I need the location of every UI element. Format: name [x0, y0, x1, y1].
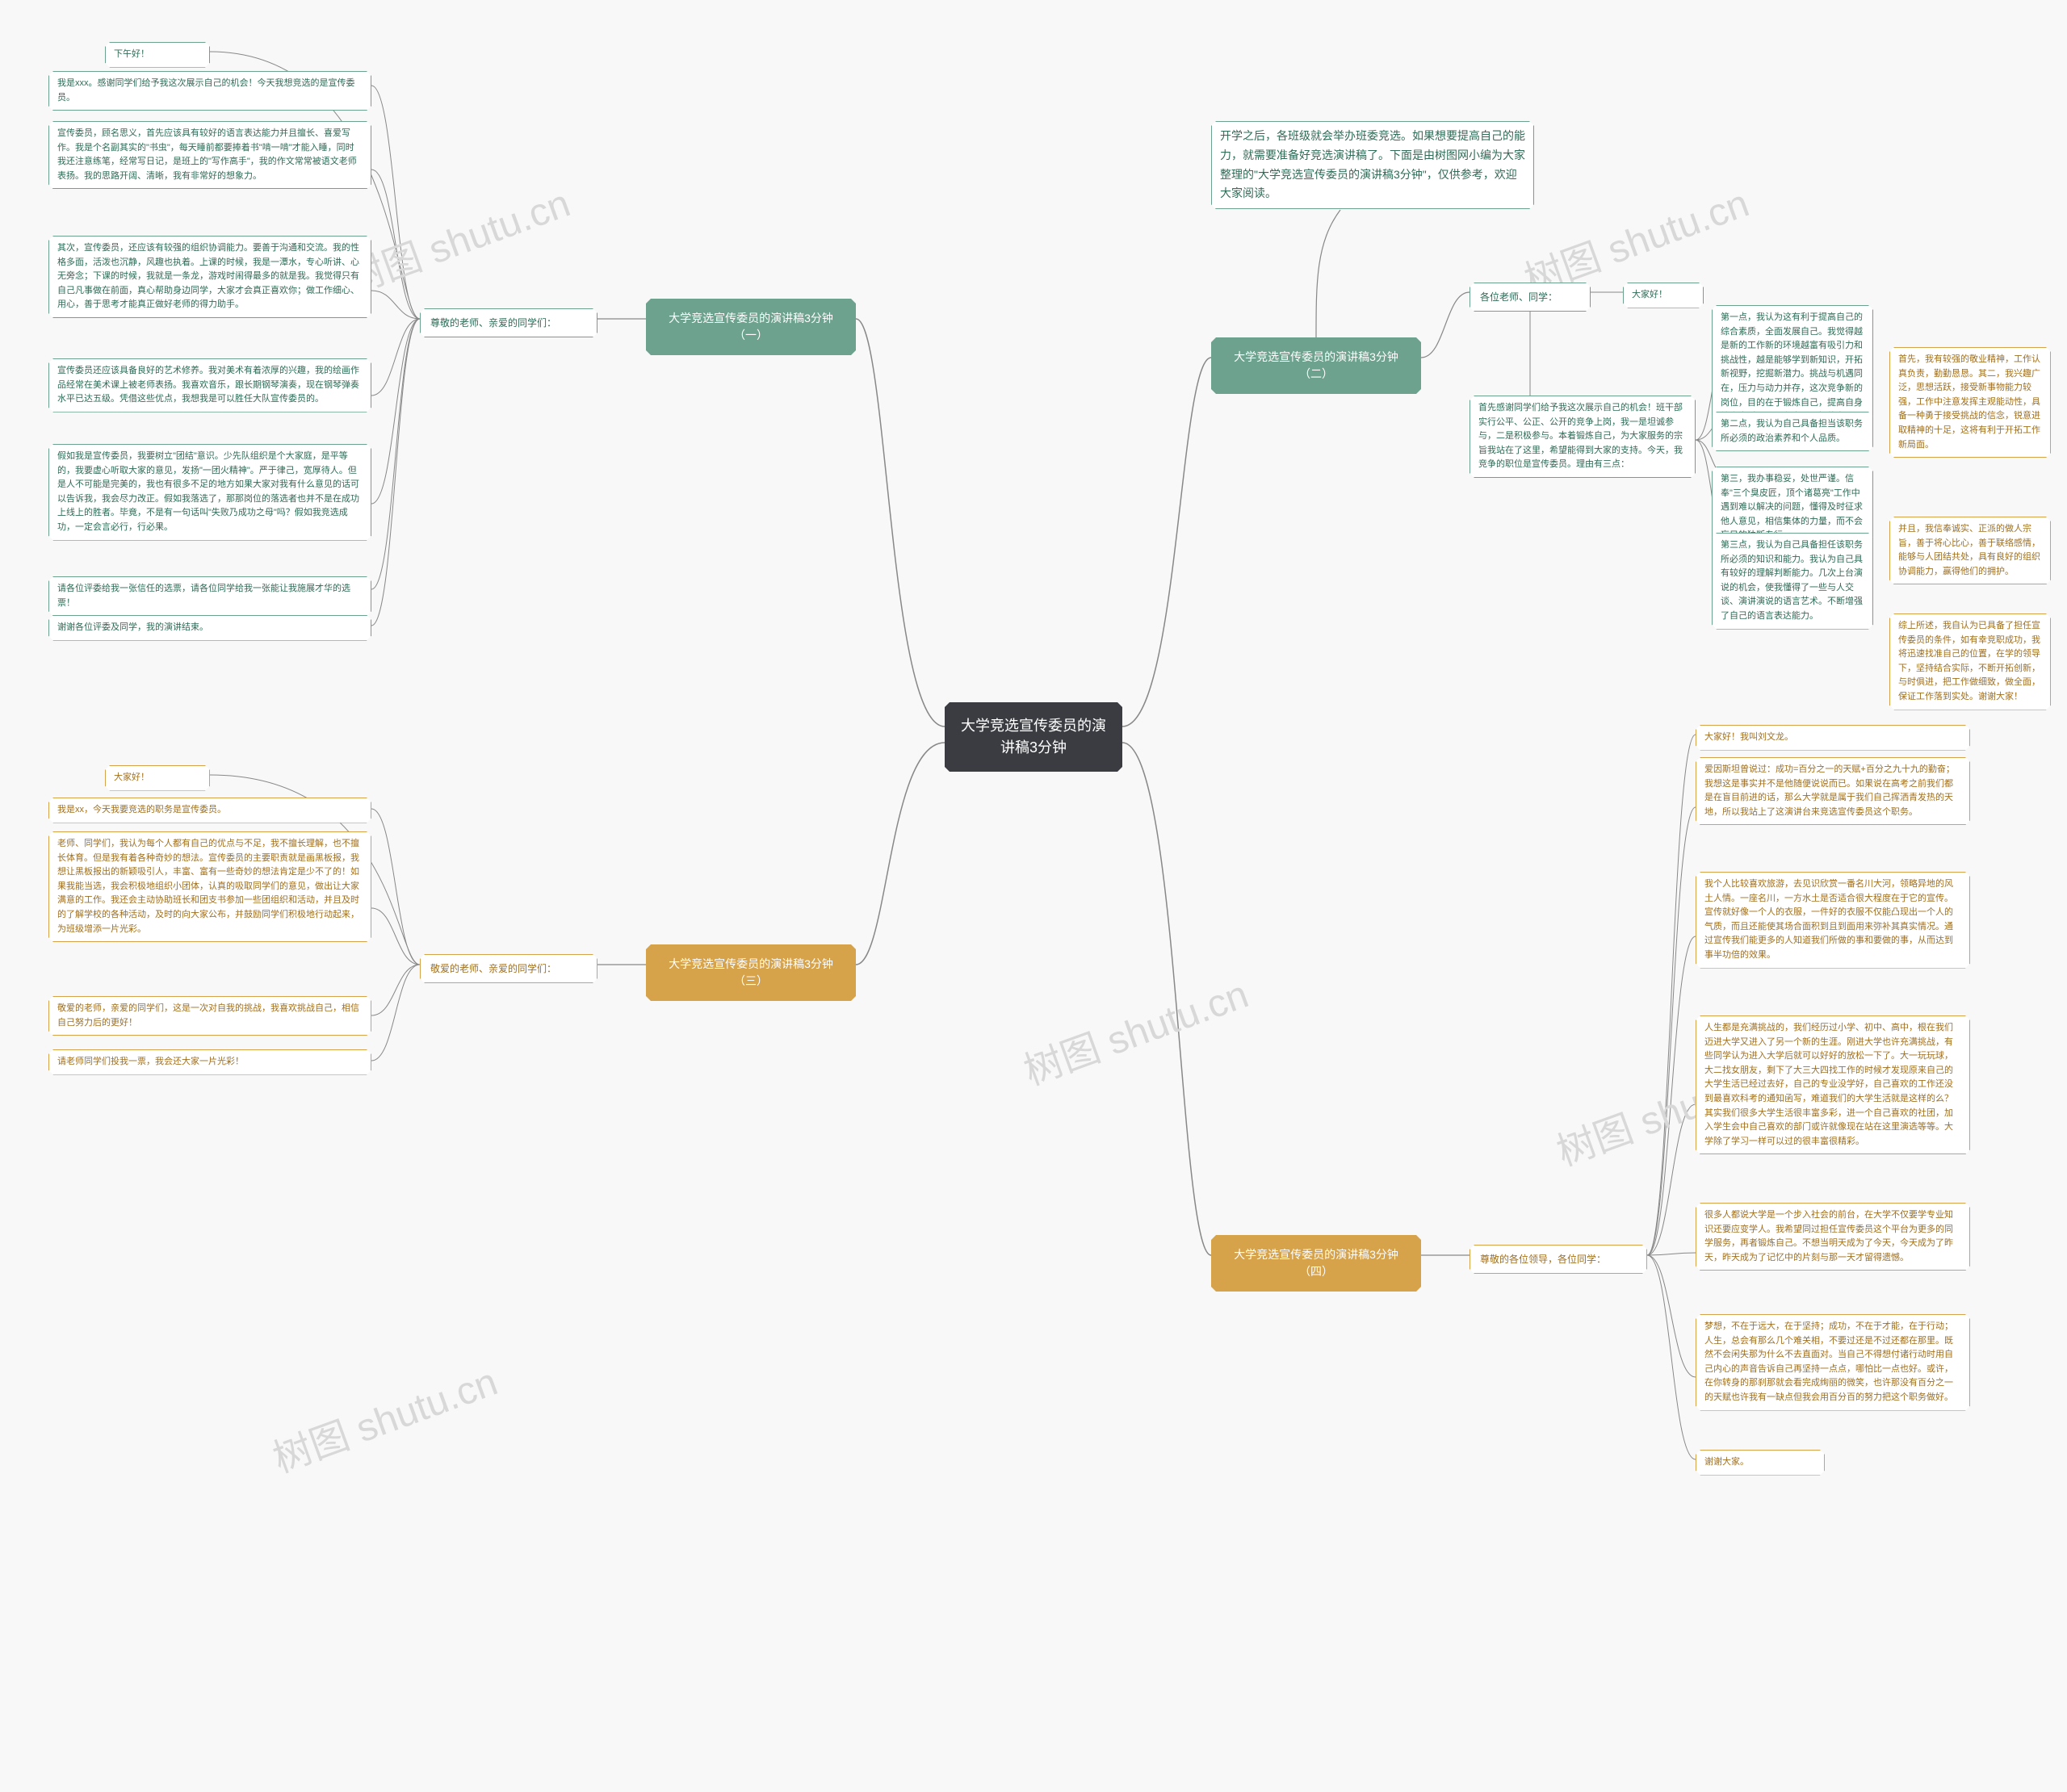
leaf-b4-0: 大家好！我叫刘文龙。 [1696, 725, 1970, 751]
leaf-b1-0: 下午好！ [105, 42, 210, 68]
branch-b3: 大学竞选宣传委员的演讲稿3分钟（三） [646, 944, 856, 1001]
main-b2: 首先感谢同学们给予我这次展示自己的机会！班干部实行公平、公正、公开的竞争上岗，我… [1470, 396, 1696, 478]
leaf-b4-1: 爱因斯坦曾说过：成功=百分之一的天赋+百分之九十九的勤奋；我想这是事实并不是他随… [1696, 757, 1970, 825]
leaf-b1-1: 我是xxx。感谢同学们给予我这次展示自己的机会！今天我想竞选的是宣传委员。 [48, 71, 371, 111]
point4-b2: 第三点，我认为自己具备担任该职务所必须的知识和能力。我认为自己具有较好的理解判断… [1712, 533, 1873, 630]
leaf-b3-0: 大家好！ [105, 765, 210, 791]
leaf-b1-3: 其次，宣传委员，还应该有较强的组织协调能力。要善于沟通和交流。我的性格多面，活泼… [48, 236, 371, 318]
leaf-b1-4: 宣传委员还应该具备良好的艺术修养。我对美术有着浓厚的兴趣，我的绘画作品经常在美术… [48, 358, 371, 412]
leaf-b4-5: 梦想，不在于远大，在于坚持；成功，不在于才能，在于行动；人生，总会有那么几个难关… [1696, 1314, 1970, 1411]
closing-b2: 综上所述，我自认为已具备了担任宣传委员的条件，如有幸竞职成功，我将迅速找准自己的… [1889, 613, 2051, 710]
sub-b2: 各位老师、同学： [1470, 283, 1591, 312]
branch-b1: 大学竞选宣传委员的演讲稿3分钟（一） [646, 299, 856, 355]
intro-b2: 开学之后，各班级就会举办班委竞选。如果想要提高自己的能力，就需要准备好竞选演讲稿… [1211, 121, 1534, 209]
watermark: 树图 shutu.cn [264, 1350, 504, 1483]
leaf-b4-4: 很多人都说大学是一个步入社会的前台，在大学不仅要学专业知识还要应变学人。我希望同… [1696, 1203, 1970, 1271]
leaf-b1-7: 谢谢各位评委及同学，我的演讲结束。 [48, 615, 371, 641]
leaf-b3-1: 我是xx，今天我要竞选的职务是宣传委员。 [48, 798, 371, 823]
greeting-b2: 大家好！ [1623, 283, 1704, 308]
leaf-b4-6: 谢谢大家。 [1696, 1450, 1825, 1476]
leaf-b4-3: 人生都是充满挑战的，我们经历过小学、初中、高中，根在我们迈进大学又进入了另一个新… [1696, 1015, 1970, 1154]
point4-detail-b2: 并且，我信奉诚实、正派的做人宗旨，善于将心比心，善于联络感情，能够与人团结共处，… [1889, 517, 2051, 584]
leaf-b1-2: 宣传委员，顾名思义，首先应该具有较好的语言表达能力并且擅长、喜爱写作。我是个名副… [48, 121, 371, 189]
point2-b2: 第二点，我认为自己具备担当该职务所必须的政治素养和个人品质。 [1712, 412, 1873, 451]
watermark: 树图 shutu.cn [1015, 962, 1255, 1095]
leaf-b4-2: 我个人比较喜欢旅游，去见识欣赏一番名川大河，领略异地的风土人情。一座名川，一方水… [1696, 872, 1970, 969]
leaf-b3-2: 老师、同学们，我认为每个人都有自己的优点与不足，我不擅长理解，也不擅长体育。但是… [48, 831, 371, 942]
sub-b1: 尊敬的老师、亲爱的同学们： [420, 308, 597, 337]
leaf-b1-5: 假如我是宣传委员，我要树立"团结"意识。少先队组织是个大家庭，是平等的，我要虚心… [48, 444, 371, 541]
watermark: 树图 shutu.cn [337, 171, 576, 304]
branch-b2: 大学竞选宣传委员的演讲稿3分钟（二） [1211, 337, 1421, 394]
leaf-b3-3: 敬爱的老师，亲爱的同学们，这是一次对自我的挑战，我喜欢挑战自己，相信自己努力后的… [48, 996, 371, 1036]
sub-b4: 尊敬的各位领导，各位同学： [1470, 1245, 1647, 1274]
point2-detail-b2: 首先，我有较强的敬业精神，工作认真负责，勤勤恳恳。其二，我兴趣广泛，思想活跃，接… [1889, 347, 2051, 458]
sub-b3: 敬爱的老师、亲爱的同学们： [420, 954, 597, 983]
leaf-b3-4: 请老师同学们投我一票，我会还大家一片光彩！ [48, 1049, 371, 1075]
center-text: 大学竞选宣传委员的演讲稿3分钟 [961, 718, 1106, 756]
center-node: 大学竞选宣传委员的演讲稿3分钟 [945, 702, 1122, 772]
leaf-b1-6: 请各位评委给我一张信任的选票，请各位同学给我一张能让我施展才华的选票！ [48, 576, 371, 616]
branch-b4: 大学竞选宣传委员的演讲稿3分钟（四） [1211, 1235, 1421, 1292]
